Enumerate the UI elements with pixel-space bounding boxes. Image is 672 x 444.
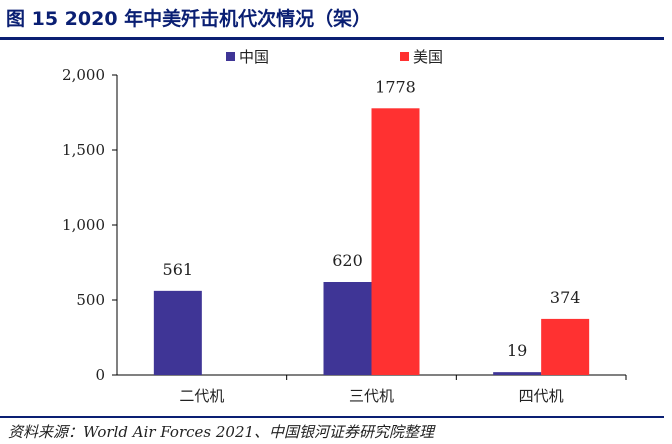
data-label: 19	[507, 341, 527, 360]
y-tick-label: 0	[95, 366, 105, 384]
chart-bars	[153, 108, 590, 376]
source-note: 资料来源：World Air Forces 2021、中国银河证券研究院整理	[8, 423, 435, 441]
legend-label: 美国	[413, 48, 443, 66]
bar-usa	[541, 318, 590, 375]
data-label: 561	[163, 260, 194, 279]
title-rule	[0, 37, 664, 40]
x-category-label: 四代机	[519, 387, 564, 405]
y-tick-label: 500	[76, 291, 105, 309]
source-rule	[0, 416, 664, 418]
bar-china	[153, 290, 202, 375]
data-label: 620	[332, 251, 363, 270]
bar-china	[493, 372, 542, 375]
legend-swatch-usa	[400, 52, 409, 61]
legend-swatch-china	[226, 52, 235, 61]
bar-china	[323, 282, 372, 375]
legend: 中国 美国	[226, 48, 443, 66]
chart-axes: 0 500 1,000 1,500 2,000 二代机 三代机 四代机	[62, 66, 627, 405]
data-label: 374	[550, 288, 581, 307]
x-category-label: 二代机	[179, 387, 224, 405]
legend-label: 中国	[239, 48, 269, 66]
bar-usa	[371, 108, 420, 376]
data-labels: 561 620 19 1778 374	[163, 77, 581, 360]
y-tick-label: 1,000	[62, 216, 105, 234]
figure-title: 图 15 2020 年中美歼击机代次情况（架）	[6, 8, 372, 30]
y-tick-label: 1,500	[62, 141, 105, 159]
data-label: 1778	[375, 77, 416, 96]
x-category-label: 三代机	[349, 387, 394, 405]
y-tick-label: 2,000	[62, 66, 105, 84]
